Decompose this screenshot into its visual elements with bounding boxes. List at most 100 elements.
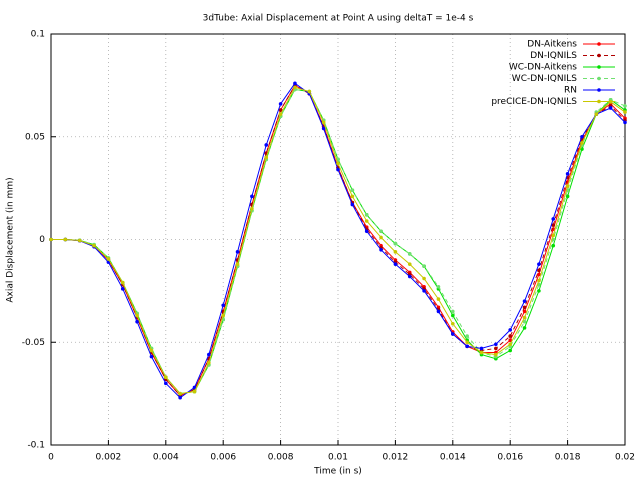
data-point bbox=[451, 313, 455, 318]
data-point bbox=[508, 338, 512, 342]
data-point bbox=[63, 237, 68, 242]
data-point bbox=[364, 219, 369, 223]
data-point bbox=[49, 237, 53, 242]
data-point bbox=[451, 309, 455, 314]
data-point bbox=[336, 167, 340, 172]
y-tick-label: 0.1 bbox=[31, 30, 45, 40]
legend-marker bbox=[597, 53, 601, 58]
data-point bbox=[608, 106, 613, 110]
data-point bbox=[192, 385, 197, 390]
legend-marker bbox=[597, 76, 601, 81]
data-point bbox=[522, 319, 527, 324]
data-point bbox=[293, 85, 297, 90]
data-point bbox=[379, 229, 383, 234]
data-point bbox=[149, 348, 154, 353]
data-point bbox=[508, 348, 512, 353]
data-point bbox=[565, 184, 570, 188]
data-point bbox=[436, 297, 441, 301]
data-point bbox=[350, 188, 355, 192]
data-point bbox=[465, 344, 469, 349]
data-point bbox=[393, 241, 398, 246]
data-point bbox=[537, 262, 541, 266]
x-tick-label: 0.018 bbox=[555, 453, 581, 463]
data-point bbox=[221, 303, 225, 308]
x-tick-label: 0.012 bbox=[383, 453, 409, 463]
data-point bbox=[264, 143, 269, 147]
data-point bbox=[350, 202, 355, 207]
data-point bbox=[436, 284, 441, 289]
data-point bbox=[407, 262, 412, 266]
data-point bbox=[551, 233, 556, 238]
data-point bbox=[508, 328, 512, 332]
data-point bbox=[250, 194, 254, 199]
data-point bbox=[537, 272, 541, 277]
data-point bbox=[494, 342, 498, 347]
legend-label: DN-Aitkens bbox=[527, 40, 577, 50]
data-point bbox=[537, 289, 541, 293]
data-point bbox=[522, 309, 527, 314]
x-tick-label: 0.008 bbox=[268, 453, 294, 463]
legend-marker bbox=[597, 65, 601, 69]
data-point bbox=[522, 326, 527, 330]
y-axis-label: Axial Displacement (in mm) bbox=[6, 177, 16, 302]
data-point bbox=[235, 262, 240, 266]
y-tick-label: 0 bbox=[39, 235, 45, 245]
data-point bbox=[465, 334, 469, 338]
series-line bbox=[51, 84, 626, 397]
data-point bbox=[580, 141, 584, 145]
data-point bbox=[422, 264, 426, 269]
data-point bbox=[565, 194, 570, 199]
data-point bbox=[278, 102, 283, 106]
data-point bbox=[379, 247, 383, 252]
data-point bbox=[379, 235, 383, 240]
data-point bbox=[522, 299, 527, 303]
y-tick-label: 0.05 bbox=[25, 132, 45, 142]
data-point bbox=[451, 321, 455, 326]
data-point bbox=[235, 250, 240, 254]
data-point bbox=[623, 120, 627, 125]
data-point bbox=[537, 268, 541, 273]
data-point bbox=[479, 346, 484, 351]
data-point bbox=[508, 334, 512, 338]
data-point bbox=[594, 112, 599, 116]
x-tick-label: 0.006 bbox=[210, 453, 236, 463]
data-point bbox=[393, 250, 398, 254]
data-point bbox=[135, 319, 139, 324]
data-point bbox=[120, 280, 125, 285]
data-point bbox=[278, 112, 283, 116]
series-line bbox=[51, 88, 626, 395]
data-point bbox=[494, 346, 498, 351]
data-point bbox=[221, 313, 225, 318]
y-tick-label: -0.1 bbox=[27, 441, 45, 451]
x-tick-label: 0.01 bbox=[328, 453, 348, 463]
data-point bbox=[120, 287, 125, 291]
series-line bbox=[51, 88, 626, 395]
data-point bbox=[192, 389, 197, 394]
data-point bbox=[135, 313, 139, 318]
data-point bbox=[436, 309, 441, 314]
data-point bbox=[321, 126, 326, 131]
legend-marker bbox=[597, 99, 601, 104]
legend-marker bbox=[597, 42, 601, 46]
x-tick-label: 0.016 bbox=[497, 453, 523, 463]
data-point bbox=[623, 110, 627, 114]
data-point bbox=[393, 262, 398, 266]
data-point bbox=[364, 213, 369, 217]
legend-label: WC-DN-IQNILS bbox=[512, 74, 577, 84]
data-point bbox=[451, 332, 455, 336]
data-point bbox=[207, 361, 211, 365]
legend-label: RN bbox=[564, 86, 577, 96]
data-point bbox=[77, 238, 82, 243]
data-point bbox=[551, 243, 556, 248]
data-point bbox=[178, 391, 182, 396]
data-point bbox=[522, 315, 527, 320]
x-axis-label: Time (in s) bbox=[313, 467, 362, 477]
legend-label: DN-IQNILS bbox=[530, 51, 577, 61]
data-point bbox=[465, 340, 469, 345]
data-point bbox=[164, 381, 168, 386]
data-point bbox=[92, 243, 96, 248]
data-point bbox=[494, 352, 498, 357]
data-point bbox=[350, 194, 355, 199]
data-point bbox=[537, 278, 541, 283]
data-point bbox=[321, 120, 326, 125]
